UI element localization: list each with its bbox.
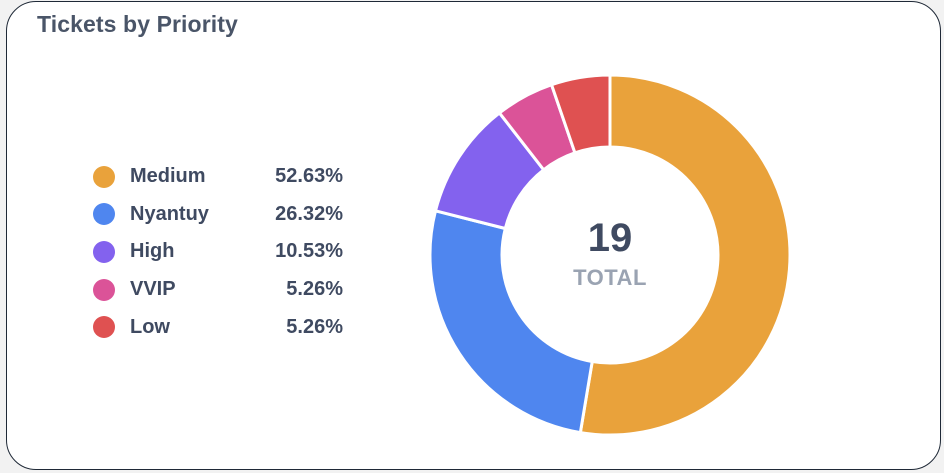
- legend-dot-low: [93, 316, 115, 339]
- legend-item-nyantuy[interactable]: Nyantuy 26.32%: [93, 196, 343, 234]
- chart-legend: Medium 52.63% Nyantuy 26.32% High 10.53%…: [93, 158, 343, 346]
- donut-slice-nyantuy[interactable]: [428, 209, 594, 435]
- legend-label-vvip: VVIP: [130, 278, 176, 301]
- donut-slice-medium[interactable]: [578, 73, 792, 437]
- legend-dot-nyantuy: [93, 203, 115, 226]
- legend-item-low[interactable]: Low 5.26%: [93, 308, 343, 346]
- donut-slice-low[interactable]: [550, 73, 612, 155]
- legend-label-low: Low: [130, 315, 170, 338]
- card-title: Tickets by Priority: [37, 11, 238, 37]
- legend-item-vvip[interactable]: VVIP 5.26%: [93, 271, 343, 309]
- legend-item-medium[interactable]: Medium 52.63%: [93, 158, 343, 196]
- legend-dot-medium: [93, 165, 115, 188]
- legend-item-high[interactable]: High 10.53%: [93, 233, 343, 271]
- donut-chart: 19 TOTAL: [428, 73, 792, 437]
- legend-value-high: 10.53%: [275, 240, 343, 263]
- center-total-value: 19: [588, 216, 633, 260]
- legend-value-vvip: 5.26%: [286, 278, 343, 301]
- legend-dot-vvip: [93, 278, 115, 301]
- legend-value-nyantuy: 26.32%: [275, 202, 343, 225]
- legend-dot-high: [93, 240, 115, 263]
- legend-label-high: High: [130, 240, 175, 263]
- legend-value-low: 5.26%: [286, 315, 343, 338]
- legend-label-medium: Medium: [130, 165, 206, 188]
- tickets-by-priority-card: Tickets by Priority Medium 52.63% Nyantu…: [6, 1, 941, 470]
- legend-value-medium: 52.63%: [275, 165, 343, 188]
- legend-label-nyantuy: Nyantuy: [130, 202, 209, 225]
- center-total-label: TOTAL: [573, 265, 647, 290]
